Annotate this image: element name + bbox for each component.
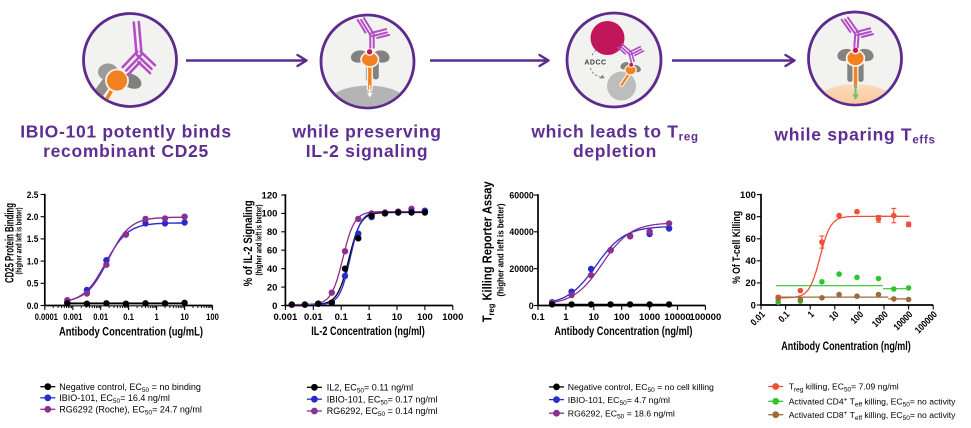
svg-text:100: 100 [206,312,219,323]
svg-text:(higher and left is better): (higher and left is better) [255,204,264,275]
svg-text:0.5: 0.5 [27,279,39,290]
svg-text:80: 80 [745,212,756,223]
svg-text:0: 0 [751,300,756,311]
svg-text:100000: 100000 [690,312,722,323]
svg-text:20: 20 [267,282,278,293]
svg-text:IL2, EC50= 0.11 ng/ml: IL2, EC50= 0.11 ng/ml [327,383,413,395]
svg-text:Antibody Concentration (ug/mL): Antibody Concentration (ug/mL) [59,325,203,339]
svg-text:1000: 1000 [639,312,660,323]
svg-text:100: 100 [614,312,630,323]
svg-text:10: 10 [589,312,600,323]
svg-text:1: 1 [563,312,569,323]
svg-text:ADCC: ADCC [584,60,606,67]
svg-text:0.0001: 0.0001 [35,312,59,323]
svg-text:0.01: 0.01 [93,312,108,323]
svg-text:1: 1 [155,312,160,323]
svg-text:0.01: 0.01 [304,312,323,323]
svg-text:1: 1 [366,312,372,323]
svg-text:Antibody Concentration (ng/ml): Antibody Concentration (ng/ml) [554,324,692,338]
svg-text:100: 100 [262,209,278,220]
svg-text:IBIO-101, EC50= 16.4 ng/ml: IBIO-101, EC50= 16.4 ng/ml [59,393,170,405]
svg-text:IBIO-101 potently binds: IBIO-101 potently binds [20,122,232,142]
svg-text:Activated CD8+ Teff killing, E: Activated CD8+ Teff killing, EC50= no ac… [789,410,956,422]
svg-text:40000: 40000 [509,227,533,238]
svg-text:0.1: 0.1 [335,312,349,323]
svg-text:% of IL-2 Signaling: % of IL-2 Signaling [243,200,255,286]
svg-text:0.001: 0.001 [274,312,298,323]
svg-text:Negative control, EC50 = no ce: Negative control, EC50 = no cell killing [568,382,714,394]
svg-text:100: 100 [417,312,433,323]
svg-text:40: 40 [267,264,278,275]
svg-text:0: 0 [272,301,277,312]
svg-text:10000: 10000 [664,312,690,323]
svg-text:2.0: 2.0 [27,212,39,223]
svg-text:% Of T-cell Killing: % Of T-cell Killing [731,211,743,284]
svg-text:0.0: 0.0 [27,301,39,312]
svg-text:IBIO-101, EC50= 0.17 ng/ml: IBIO-101, EC50= 0.17 ng/ml [327,394,438,406]
svg-text:80: 80 [267,227,278,238]
svg-text:0.1: 0.1 [123,312,134,323]
svg-text:Activated CD4+ Teff killing, E: Activated CD4+ Teff killing, EC50= no ac… [789,397,956,409]
svg-text:60000: 60000 [509,190,533,201]
svg-text:recombinant CD25: recombinant CD25 [43,141,209,161]
svg-text:10: 10 [180,312,189,323]
svg-text:while preserving: while preserving [291,122,441,142]
svg-text:0.1: 0.1 [531,312,545,323]
svg-text:Negative control, EC50 = no bi: Negative control, EC50 = no binding [59,382,201,394]
svg-text:RG6292, EC50 = 0.14 ng/ml: RG6292, EC50 = 0.14 ng/ml [327,406,438,418]
svg-text:20000: 20000 [509,264,533,275]
svg-text:1: 1 [806,309,817,320]
svg-text:0: 0 [529,301,534,312]
svg-text:10: 10 [392,312,403,323]
svg-text:IL-2 Concentration (ng/ml): IL-2 Concentration (ng/ml) [311,324,425,338]
svg-text:Antibody Conentration (ng/ml): Antibody Conentration (ng/ml) [781,339,911,353]
svg-text:which leads to Treg: which leads to Treg [530,122,698,144]
svg-text:(higher and left is better): (higher and left is better) [496,204,507,297]
svg-text:2.5: 2.5 [27,190,39,201]
svg-text:60: 60 [267,246,278,257]
svg-text:depletion: depletion [573,141,657,161]
svg-text:IBIO-101, EC50= 4.7 ng/ml: IBIO-101, EC50= 4.7 ng/ml [568,395,670,407]
svg-text:(higher and left is better): (higher and left is better) [15,207,24,274]
svg-text:20: 20 [745,278,756,289]
svg-text:60: 60 [745,234,756,245]
svg-text:CD25 Protein Binding: CD25 Protein Binding [4,203,16,283]
svg-text:1000: 1000 [442,312,463,323]
svg-text:40: 40 [745,256,756,267]
svg-text:RG6292 (Roche), EC50= 24.7 ng/: RG6292 (Roche), EC50= 24.7 ng/ml [59,405,202,417]
svg-text:Treg Killing Reporter Assay: Treg Killing Reporter Assay [481,181,497,322]
svg-text:1.5: 1.5 [27,234,39,245]
svg-text:0.001: 0.001 [63,312,83,323]
svg-text:RG6292, EC50 = 18.6 ng/ml: RG6292, EC50 = 18.6 ng/ml [568,408,675,420]
svg-text:IL-2 signaling: IL-2 signaling [306,141,429,161]
svg-text:while sparing Teffs: while sparing Teffs [773,125,935,147]
svg-text:Treg killing, EC50= 7.09 ng/ml: Treg killing, EC50= 7.09 ng/ml [789,382,899,394]
svg-text:1.0: 1.0 [27,256,39,267]
svg-text:100: 100 [740,190,756,201]
svg-text:120: 120 [262,190,278,201]
